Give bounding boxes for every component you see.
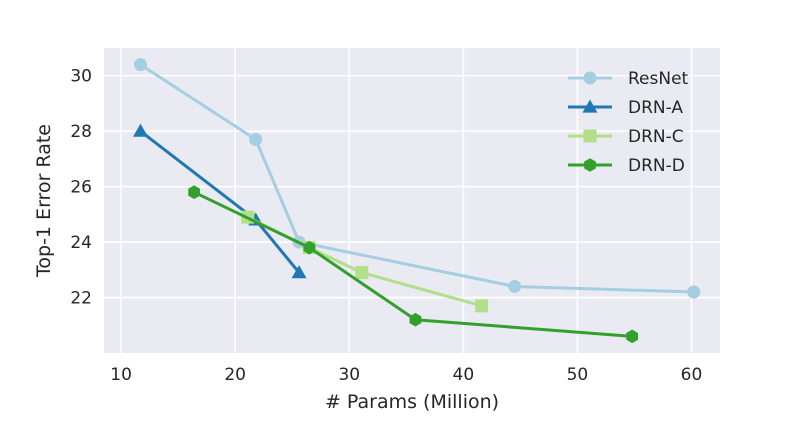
x-tick-label: 20 [224, 365, 246, 385]
legend-marker-drn-d [584, 158, 596, 172]
x-tick-label: 10 [110, 365, 132, 385]
data-point-drn-a [133, 123, 149, 137]
series-line-drn-d [193, 190, 633, 338]
legend-marker-resnet [583, 71, 597, 85]
x-tick-label: 50 [567, 365, 589, 385]
legend-label-drn-c: DRN-C [628, 127, 684, 147]
data-point-drn-c [355, 266, 369, 280]
legend-label-resnet: ResNet [628, 69, 689, 89]
legend-item-resnet: ResNet [568, 69, 689, 89]
legend-label-drn-d: DRN-D [628, 156, 685, 176]
y-tick-label: 22 [70, 289, 92, 309]
series-drn-d [188, 185, 639, 344]
series-layer [133, 58, 701, 344]
legend-marker-drn-c [583, 129, 597, 143]
grid-lines [104, 48, 720, 353]
x-tick-label: 30 [338, 365, 360, 385]
legend-item-drn-a: DRN-A [568, 98, 683, 118]
legend-item-drn-c: DRN-C [568, 127, 684, 147]
x-tick-label: 40 [453, 365, 475, 385]
data-point-drn-d [303, 240, 316, 255]
data-point-resnet [249, 133, 263, 146]
data-point-drn-c [475, 299, 489, 313]
x-tick-label: 60 [681, 365, 703, 385]
legend-item-drn-d: DRN-D [568, 156, 685, 176]
plot-area [104, 48, 720, 353]
tick-labels: 10 20 30 40 50 60 22 24 26 28 30 [70, 67, 702, 385]
data-point-drn-a [291, 265, 307, 279]
y-tick-label: 26 [70, 178, 92, 198]
data-point-drn-d [409, 312, 422, 327]
data-point-resnet [508, 279, 522, 293]
y-tick-label: 30 [70, 67, 92, 87]
y-axis-label: Top-1 Error Rate [33, 124, 55, 278]
legend: ResNet DRN-A DRN-C DRN-D [568, 69, 689, 176]
y-tick-label: 28 [70, 122, 92, 142]
legend-marker-drn-a [582, 99, 598, 113]
data-point-drn-d [188, 185, 201, 199]
data-point-resnet [687, 285, 701, 299]
x-axis-label: # Params (Million) [325, 391, 499, 413]
data-point-drn-d [626, 329, 639, 344]
data-point-resnet [134, 58, 148, 72]
y-tick-label: 24 [70, 233, 92, 253]
legend-label-drn-a: DRN-A [628, 98, 683, 118]
